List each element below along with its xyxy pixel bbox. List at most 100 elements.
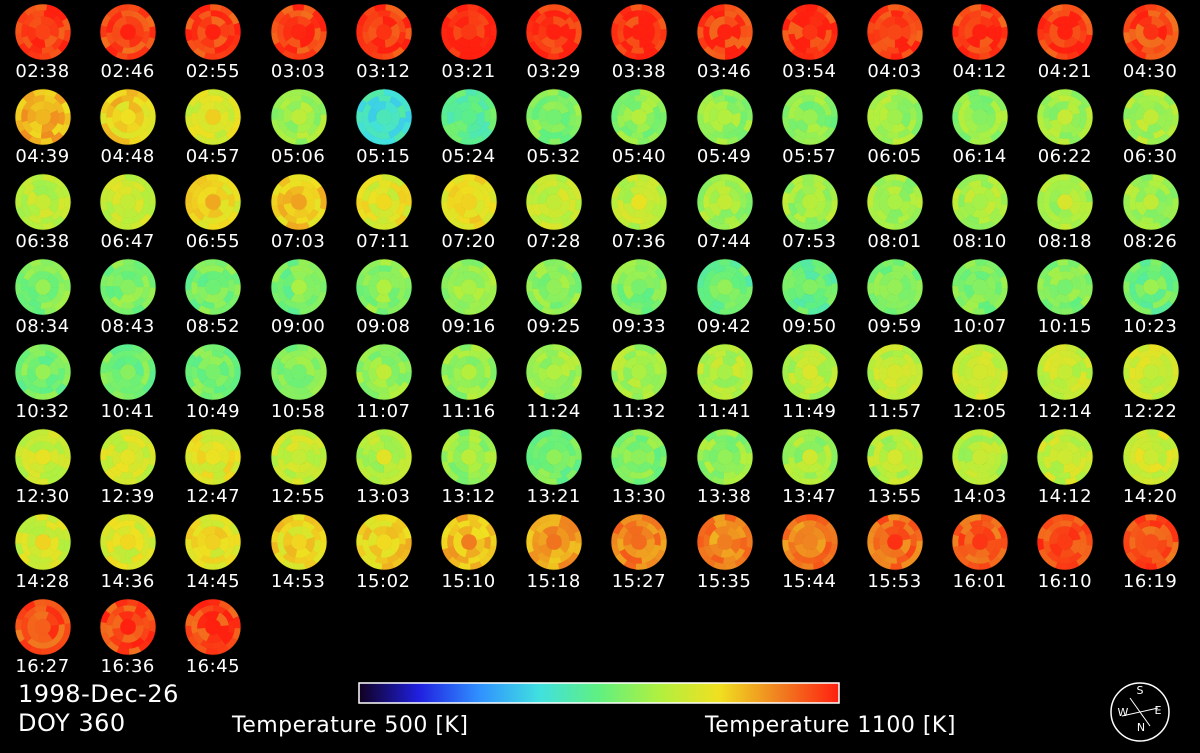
disk-image [611,258,668,316]
disk-image [14,173,72,231]
disk-frame: 15:10 [426,510,511,596]
frame-time-label: 15:35 [696,571,752,592]
disk-sector [548,471,563,480]
disk-frame: 06:05 [852,85,937,171]
disk-image [99,3,157,61]
disk-image [355,513,413,571]
frame-time-label: 04:03 [867,61,922,82]
disk-sector [270,193,278,207]
disk-image [781,513,839,571]
disk-sector [462,223,475,231]
disk-frame: 12:30 [0,425,85,511]
frame-time-label: 07:36 [611,231,667,252]
disk-sector [122,349,137,358]
disk-sector [36,478,49,486]
day-of-year-label: DOY 360 [18,709,126,737]
disk-rim [185,88,242,146]
disk-sector [718,308,732,316]
frame-time-label: 09:00 [270,316,326,337]
disk-rim [440,513,498,571]
disk-sector [575,281,583,295]
disk-sector [1057,9,1072,18]
frame-time-label: 14:03 [952,486,1007,507]
disk-sector [121,179,136,188]
disk-rim [440,343,498,401]
disk-frame: 05:49 [682,85,767,171]
colorbar-fill [358,682,840,704]
disk-frame: 05:57 [767,85,852,171]
disk-image [270,513,327,571]
disk-sector [121,94,136,103]
disk-frame: 11:24 [511,340,596,426]
disk-rim [951,173,1009,231]
disk-frame: 08:52 [170,255,255,341]
disk-sector [972,343,986,351]
disk-sector [632,428,646,436]
disk-sector [375,216,390,225]
disk-rim [866,343,924,401]
disk-sector [890,52,903,61]
disk-sector [633,478,647,486]
disk-image [866,3,924,61]
disk-image [185,598,242,656]
frame-time-label: 14:12 [1037,486,1093,507]
frame-time-label: 08:34 [15,316,70,337]
disk-sector [994,25,1003,40]
frame-time-label: 11:41 [696,401,752,422]
disk-image [866,428,924,486]
disk-sector [1057,137,1071,146]
disk-rim [1122,428,1179,486]
disk-image [355,88,413,146]
disk-sector [801,264,816,273]
disk-frame: 13:55 [852,425,937,511]
disk-frame: 12:39 [85,425,170,511]
disk-rim [611,258,668,316]
frame-time-label: 14:28 [15,571,70,592]
disk-image [99,343,157,401]
disk-image [866,173,924,231]
disk-sector [1057,94,1072,103]
disk-frame: 05:40 [596,85,681,171]
frame-time-label: 15:02 [356,571,411,592]
disk-sector [803,301,818,310]
disk-sector [1122,280,1130,294]
disk-sector [1001,109,1009,123]
disk-sector [99,24,108,38]
disk-rim [99,258,157,316]
disk-frame: 13:21 [511,425,596,511]
disk-sector [739,24,747,39]
disk-rim [440,173,498,231]
disk-rim [1037,88,1094,146]
disk-rim [355,258,413,316]
disk-sector [483,535,492,550]
disk-sector [1143,563,1157,571]
frame-time-label: 15:18 [526,571,581,592]
disk-image [696,173,753,231]
disk-image [270,173,327,231]
disk-sector [489,534,498,548]
disk-sector [120,386,135,395]
disk-frame: 14:36 [85,510,170,596]
disk-image [99,173,157,231]
disk-sector [208,598,222,607]
disk-rim [525,343,583,401]
disk-frame: 09:33 [596,255,681,341]
disk-sector [696,25,704,39]
frame-time-label: 04:57 [185,146,241,167]
disk-image [1037,88,1094,146]
compass-circle [1110,682,1170,742]
disk-frame: 15:18 [511,510,596,596]
disk-image [525,513,583,571]
disk-frame: 14:03 [937,425,1022,511]
disk-frame: 04:21 [1022,0,1107,86]
disk-sector [483,23,492,38]
disk-sector [463,173,476,181]
disk-sector [375,131,390,140]
disk-rim [611,343,668,401]
frame-time-label: 12:39 [100,486,155,507]
disk-sector [958,24,966,39]
frame-time-label: 02:38 [15,61,70,82]
disk-image [355,428,413,486]
disk-rim [951,513,1009,571]
disk-sector [404,27,412,41]
